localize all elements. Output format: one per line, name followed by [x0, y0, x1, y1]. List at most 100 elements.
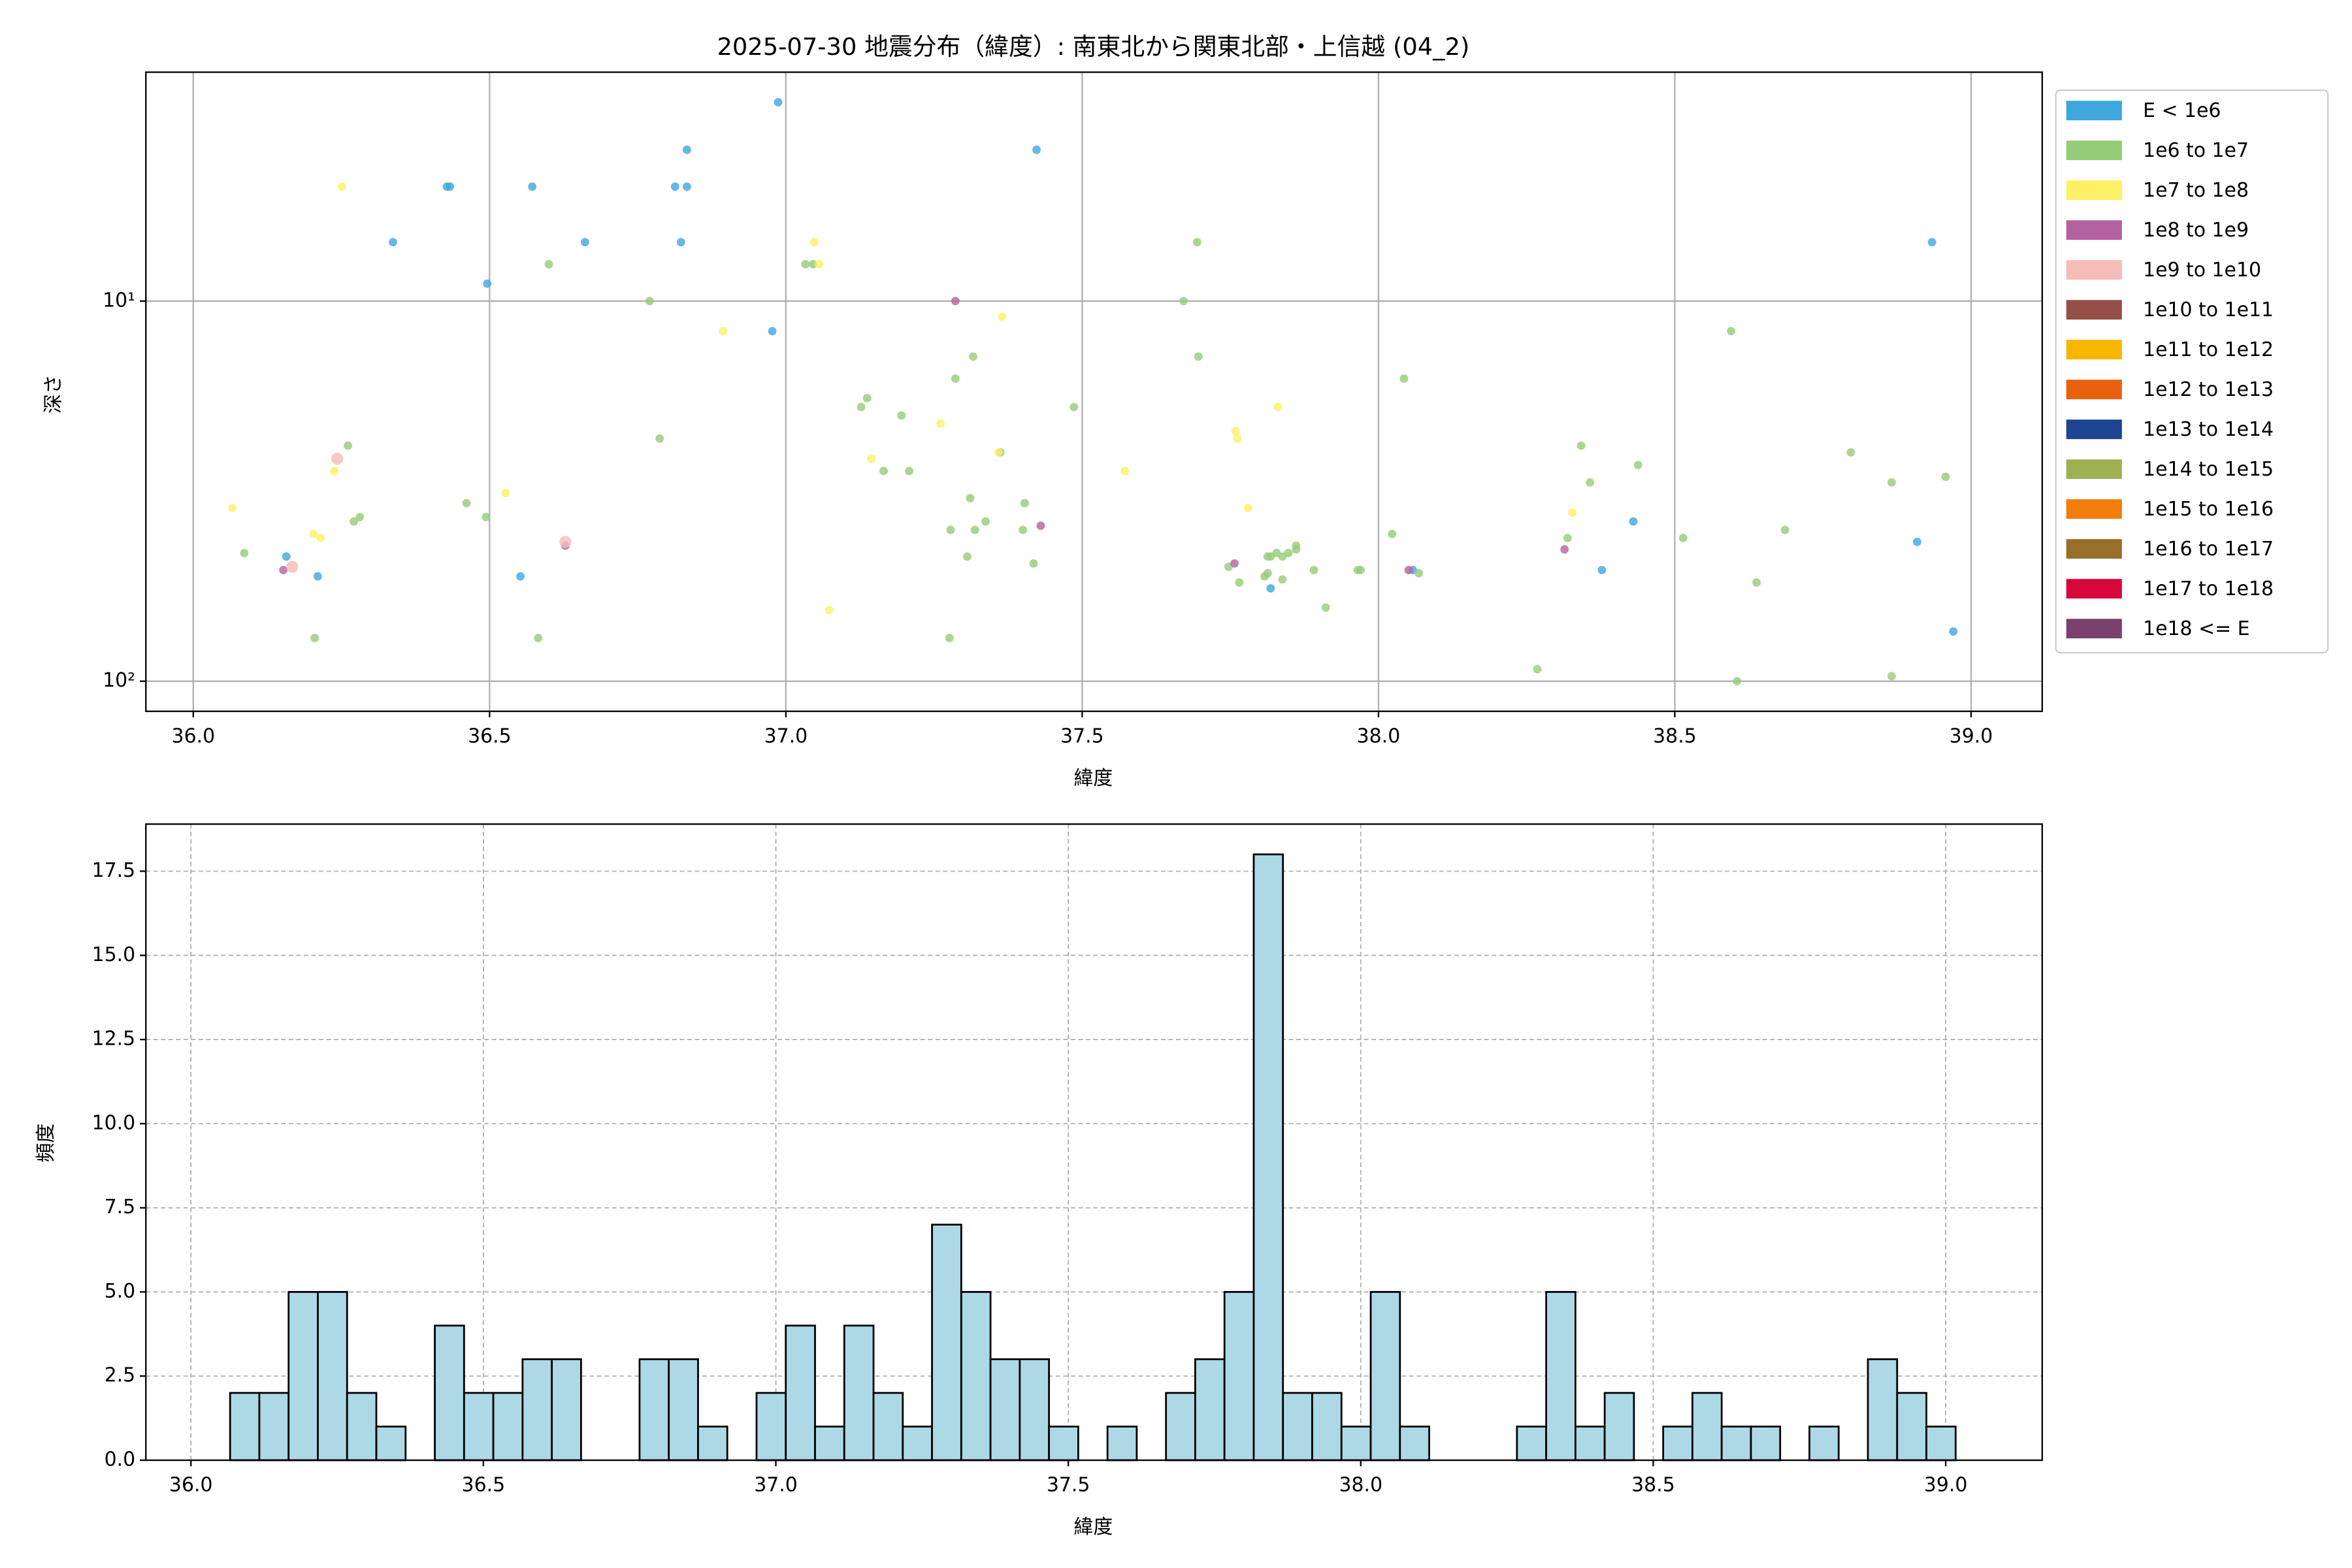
- x-axis-label: 緯度: [1073, 767, 1113, 790]
- point: [1266, 584, 1275, 593]
- point: [1887, 672, 1896, 681]
- x-tick-label: 39.0: [1924, 1474, 1968, 1497]
- point: [501, 489, 510, 498]
- y-tick-label: 10¹: [103, 289, 135, 312]
- legend-label: 1e9 to 1e10: [2143, 259, 2261, 282]
- point: [905, 466, 913, 476]
- point: [897, 411, 906, 420]
- y-tick-label: 10²: [103, 669, 135, 692]
- point: [1414, 568, 1424, 578]
- y-axis-label: 深さ: [42, 374, 65, 414]
- bar: [1019, 1358, 1050, 1462]
- bar: [1750, 1426, 1782, 1462]
- point: [670, 182, 679, 191]
- point: [330, 466, 339, 476]
- bar: [1399, 1426, 1430, 1462]
- point: [240, 548, 249, 557]
- point: [534, 634, 543, 643]
- legend-label: 1e13 to 1e14: [2143, 418, 2274, 441]
- point: [857, 402, 866, 412]
- point: [1388, 529, 1397, 538]
- point: [462, 498, 471, 508]
- bar: [668, 1358, 699, 1462]
- bar: [814, 1426, 845, 1462]
- point: [310, 634, 319, 643]
- point: [1846, 448, 1855, 457]
- legend-box: [2055, 89, 2329, 654]
- point: [544, 259, 553, 269]
- legend-swatch: [2066, 499, 2122, 519]
- point: [1194, 352, 1203, 361]
- point: [970, 525, 979, 534]
- point: [768, 327, 777, 336]
- bar: [375, 1426, 407, 1462]
- point: [1284, 548, 1293, 557]
- point: [1752, 578, 1761, 587]
- bar: [492, 1392, 524, 1462]
- point: [389, 238, 397, 247]
- bar: [989, 1358, 1021, 1462]
- point: [966, 494, 975, 502]
- y-tick-label: 15.0: [92, 943, 136, 966]
- point: [1678, 534, 1688, 542]
- point: [774, 98, 783, 107]
- legend-swatch: [2066, 619, 2122, 639]
- point: [1233, 434, 1242, 443]
- point: [946, 525, 955, 534]
- point: [879, 466, 888, 476]
- point: [1020, 498, 1029, 508]
- bar: [463, 1392, 495, 1462]
- point: [1029, 559, 1038, 568]
- x-tick-label: 37.0: [754, 1474, 798, 1497]
- bar: [1720, 1426, 1752, 1462]
- bar: [843, 1324, 875, 1462]
- y-axis-label: 頻度: [35, 1123, 57, 1162]
- bar: [1048, 1426, 1079, 1462]
- bar: [1896, 1392, 1927, 1462]
- bar: [551, 1358, 582, 1462]
- point: [801, 259, 810, 269]
- point: [1019, 525, 1028, 534]
- point: [809, 238, 819, 247]
- point: [1070, 402, 1079, 412]
- x-tick-label: 36.0: [169, 1474, 213, 1497]
- legend-swatch: [2066, 220, 2122, 240]
- bar: [258, 1392, 290, 1462]
- bar: [1252, 853, 1284, 1462]
- point: [1727, 327, 1736, 336]
- legend-swatch: [2066, 101, 2122, 121]
- point: [516, 572, 525, 581]
- bar: [317, 1291, 348, 1462]
- point: [355, 512, 365, 521]
- point: [482, 512, 491, 521]
- point: [1292, 545, 1301, 554]
- point: [1192, 238, 1201, 247]
- y-tick-label: 0.0: [105, 1448, 136, 1471]
- bar: [1574, 1426, 1606, 1462]
- legend-swatch: [2066, 300, 2122, 320]
- point: [682, 182, 691, 191]
- point: [344, 441, 353, 450]
- bar: [1223, 1291, 1255, 1462]
- point: [1179, 297, 1188, 306]
- point: [998, 312, 1007, 321]
- point: [1273, 402, 1282, 412]
- x-tick-label: 37.5: [1060, 725, 1104, 747]
- point: [1356, 566, 1365, 574]
- x-tick-label: 38.0: [1339, 1474, 1383, 1497]
- bar: [521, 1358, 553, 1462]
- point: [645, 297, 654, 306]
- bar: [1282, 1392, 1313, 1462]
- bar: [931, 1224, 962, 1462]
- point: [1576, 441, 1586, 450]
- legend-swatch: [2066, 180, 2122, 201]
- bar: [960, 1291, 992, 1462]
- legend-swatch: [2066, 260, 2122, 280]
- point: [1912, 537, 1921, 546]
- legend-label: 1e8 to 1e9: [2143, 219, 2249, 242]
- point: [580, 238, 589, 247]
- point: [825, 606, 834, 615]
- point: [1780, 525, 1789, 534]
- point: [1235, 578, 1244, 587]
